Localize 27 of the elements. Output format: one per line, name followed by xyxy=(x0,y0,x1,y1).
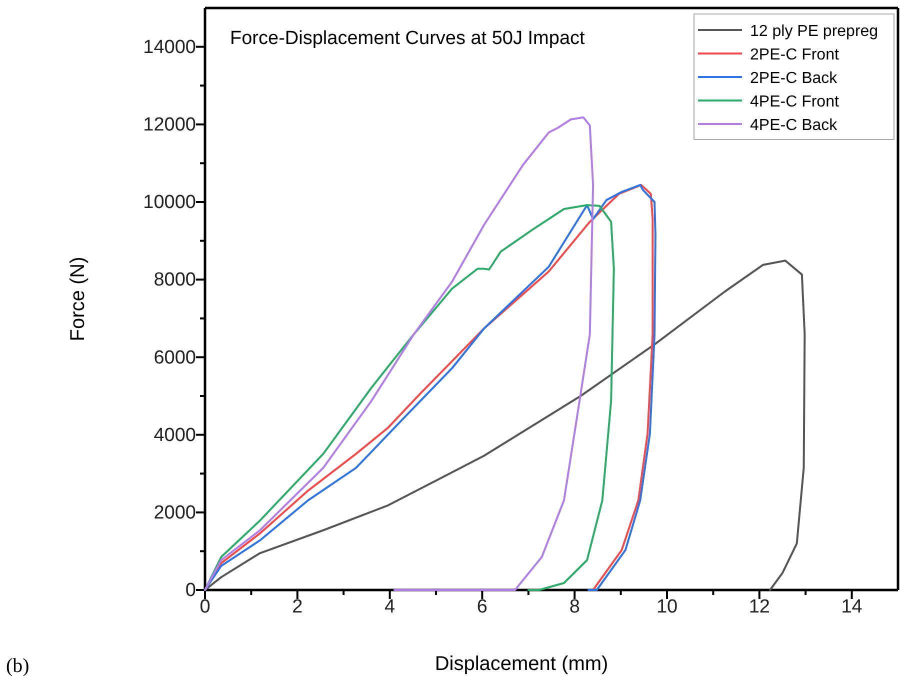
y-tick-label: 8000 xyxy=(154,270,196,291)
y-tick-label: 2000 xyxy=(154,502,196,524)
x-tick-label: 12 xyxy=(748,596,770,618)
legend-label: 4PE-C Back xyxy=(750,117,838,134)
x-tick-label: 2 xyxy=(292,596,303,618)
line-series xyxy=(204,116,594,591)
y-tick-label: 10000 xyxy=(143,192,196,214)
x-tick-label: 4 xyxy=(384,596,396,618)
y-axis-title: Force (N) xyxy=(67,256,89,342)
x-tick-label: 8 xyxy=(569,596,580,618)
legend-label: 4PE-C Front xyxy=(750,94,840,110)
y-tick-label: 6000 xyxy=(154,347,196,368)
legend-label: 2PE-C Back xyxy=(750,70,838,87)
text: Force-Displacement Curves at 50J Impact xyxy=(230,28,586,49)
x-tick-label: 0 xyxy=(200,596,210,618)
line-series xyxy=(204,260,806,591)
x-tick-label: 10 xyxy=(656,596,678,618)
y-tick-label: 0 xyxy=(185,580,196,602)
legend-label: 12 ply PE prepreg xyxy=(750,23,878,40)
x-axis-title: Displacement (mm) xyxy=(434,653,608,675)
y-tick-label: 14000 xyxy=(143,36,196,58)
text: (b) xyxy=(6,655,30,677)
y-tick-label: 12000 xyxy=(143,114,196,136)
x-tick-label: 6 xyxy=(476,596,488,618)
legend-label: 2PE-C Front xyxy=(750,46,840,64)
y-tick-label: 4000 xyxy=(154,424,196,446)
x-tick-label: 14 xyxy=(841,596,863,618)
